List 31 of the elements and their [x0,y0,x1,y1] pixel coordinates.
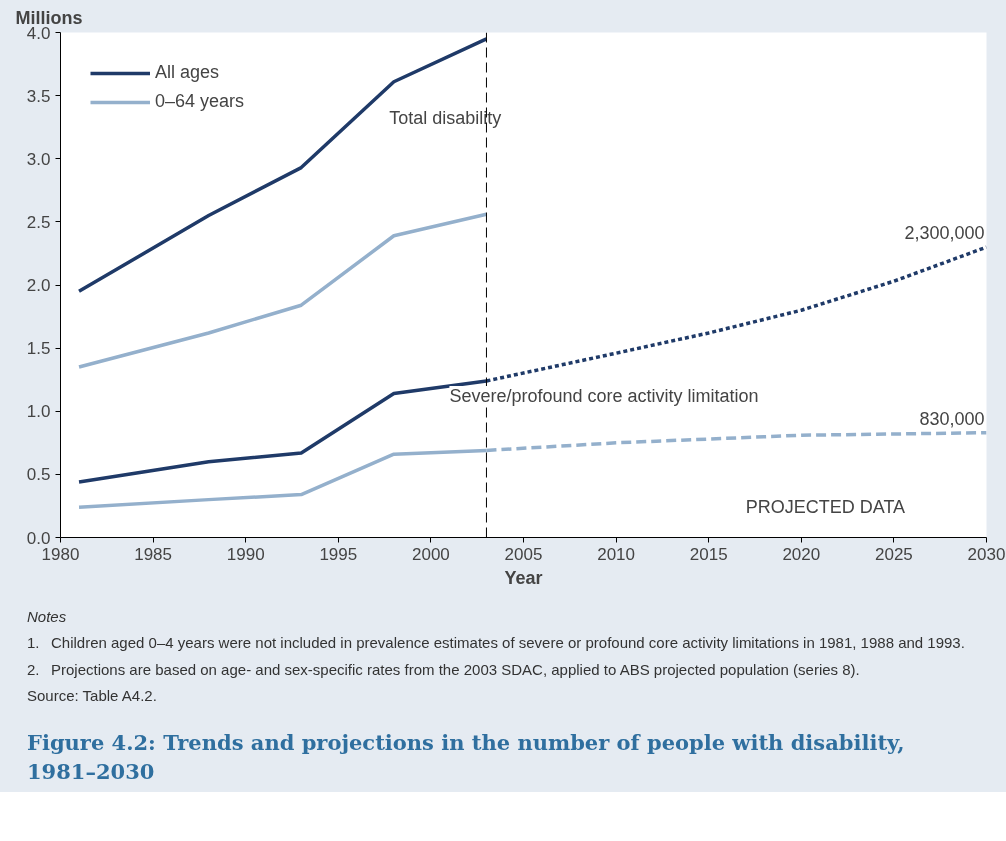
x-tick-label: 1995 [319,544,358,564]
x-tick-label: 2030 [967,544,1006,564]
line-series [77,212,489,369]
x-tick-label: 2015 [689,544,728,564]
annotation: 2,300,000 [904,223,985,244]
text: Figure 4.2: Trends and projections in the number of people with disability, 1981–2030 [27,729,905,787]
x-axis-title: Year [504,567,543,588]
text: Notes [27,607,68,627]
text: 1. Children aged 0–4 years were not included in prevalence estimates of severe or profound core activity limitations in 1981, 1988 and 1993. [27,633,965,654]
x-tick-label: 1985 [134,544,173,564]
y-tick-label: 3.0 [26,149,51,169]
x-tick-label: 2005 [504,544,543,564]
y-tick-label: 1.5 [26,339,51,359]
legend-label: 0–64 years [155,91,245,112]
x-tick-label: 2025 [874,544,913,564]
text: 2. Projections are based on age- and sex-specific rates from the 2003 SDAC, applied to ABS projected population (series 8). [27,659,860,680]
y-tick-label: 1.0 [26,402,51,422]
y-tick-label: 2.0 [26,276,51,295]
y-tick-label: 2.5 [26,212,51,232]
annotation: PROJECTED DATA [745,497,906,518]
y-tick-label: 3.5 [26,86,51,106]
x-tick-label: 2020 [782,544,821,564]
annotation: Total disability [389,108,502,129]
annotation: Severe/profound core activity limitation [449,386,759,407]
source-note: Source: Table A4.2. [27,685,158,706]
legend-label: All ages [155,62,220,83]
x-tick-label: 2000 [411,544,450,564]
x-tick-label: 2010 [597,544,636,564]
y-tick-label: 0.5 [26,465,51,485]
annotation: 830,000 [919,408,985,429]
x-tick-label: 1990 [226,544,265,564]
